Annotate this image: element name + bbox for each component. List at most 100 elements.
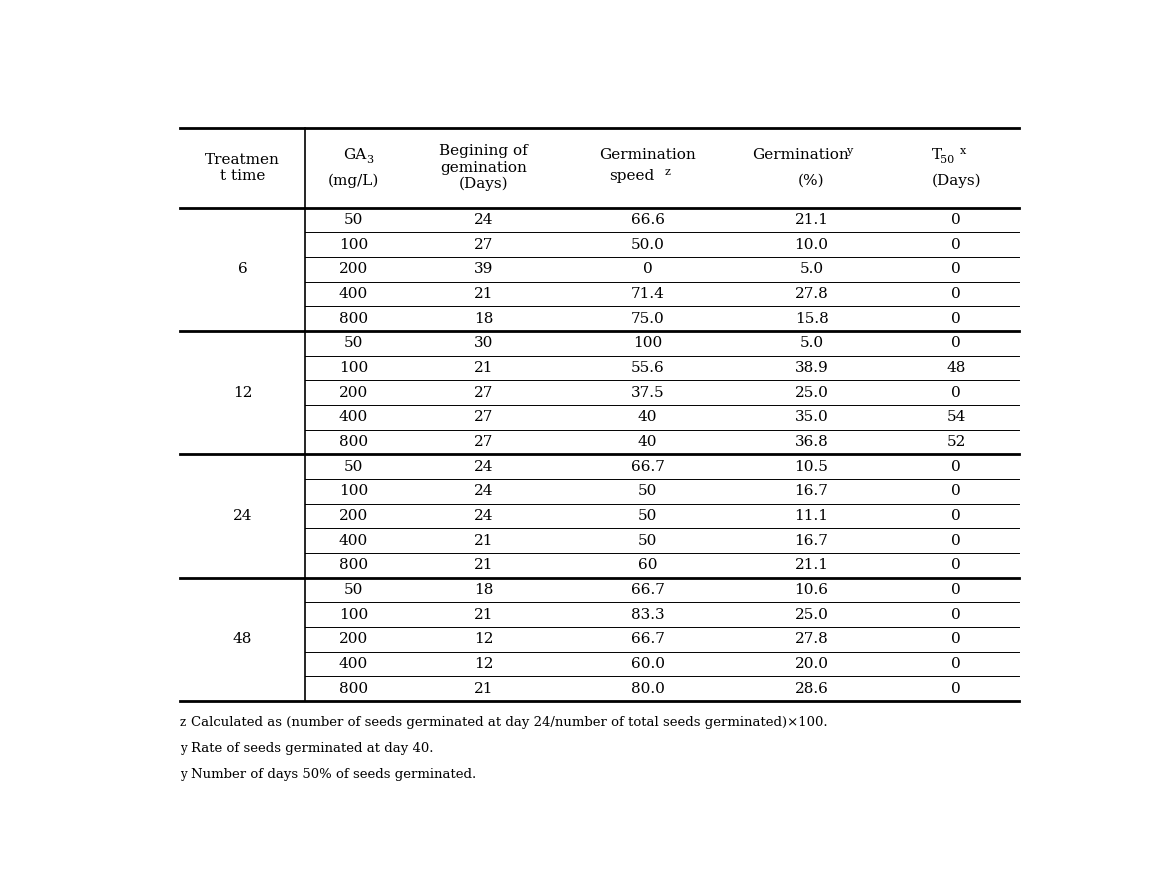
Text: 0: 0 (952, 484, 961, 498)
Text: 0: 0 (952, 657, 961, 671)
Text: 24: 24 (473, 509, 493, 523)
Text: 0: 0 (952, 583, 961, 597)
Text: 24: 24 (233, 509, 252, 523)
Text: 50: 50 (638, 533, 658, 547)
Text: 800: 800 (339, 682, 367, 695)
Text: 66.7: 66.7 (630, 460, 665, 474)
Text: 0: 0 (952, 558, 961, 573)
Text: 66.7: 66.7 (630, 583, 665, 597)
Text: 16.7: 16.7 (795, 533, 828, 547)
Text: 50: 50 (940, 155, 955, 165)
Text: 21: 21 (473, 558, 493, 573)
Text: 15.8: 15.8 (795, 312, 828, 325)
Text: 48: 48 (233, 633, 252, 646)
Text: 200: 200 (339, 385, 367, 400)
Text: 100: 100 (339, 361, 367, 375)
Text: Germination: Germination (599, 149, 696, 162)
Text: 27.8: 27.8 (795, 633, 828, 646)
Text: 38.9: 38.9 (795, 361, 828, 375)
Text: 54: 54 (947, 410, 965, 424)
Text: Number of days 50% of seeds germinated.: Number of days 50% of seeds germinated. (191, 769, 477, 781)
Text: 80.0: 80.0 (630, 682, 665, 695)
Text: 50: 50 (343, 336, 363, 350)
Text: Germination: Germination (752, 149, 849, 162)
Text: 21.1: 21.1 (795, 558, 828, 573)
Text: 24: 24 (473, 484, 493, 498)
Text: 21: 21 (473, 607, 493, 622)
Text: 18: 18 (473, 583, 493, 597)
Text: 48: 48 (947, 361, 965, 375)
Text: 12: 12 (473, 633, 493, 646)
Text: 100: 100 (339, 237, 367, 252)
Text: z: z (665, 167, 670, 177)
Text: T: T (932, 149, 941, 162)
Text: z: z (180, 716, 185, 729)
Text: 800: 800 (339, 558, 367, 573)
Text: 39: 39 (473, 263, 493, 276)
Text: 21: 21 (473, 533, 493, 547)
Text: 200: 200 (339, 633, 367, 646)
Text: GA: GA (342, 149, 366, 162)
Text: 0: 0 (952, 336, 961, 350)
Text: 3: 3 (366, 155, 373, 165)
Text: 60: 60 (638, 558, 658, 573)
Text: 27: 27 (473, 237, 493, 252)
Text: 400: 400 (339, 533, 367, 547)
Text: 16.7: 16.7 (795, 484, 828, 498)
Text: 400: 400 (339, 657, 367, 671)
Text: 36.8: 36.8 (795, 435, 828, 449)
Text: 5.0: 5.0 (799, 263, 824, 276)
Text: 0: 0 (952, 682, 961, 695)
Text: 0: 0 (952, 263, 961, 276)
Text: 5.0: 5.0 (799, 336, 824, 350)
Text: 50: 50 (638, 509, 658, 523)
Text: 66.7: 66.7 (630, 633, 665, 646)
Text: x: x (960, 146, 965, 156)
Text: 12: 12 (233, 385, 252, 400)
Text: 21: 21 (473, 682, 493, 695)
Text: 100: 100 (339, 607, 367, 622)
Text: 0: 0 (952, 509, 961, 523)
Text: 200: 200 (339, 263, 367, 276)
Text: 0: 0 (643, 263, 652, 276)
Text: 400: 400 (339, 287, 367, 301)
Text: 40: 40 (638, 410, 658, 424)
Text: y: y (846, 146, 852, 156)
Text: Rate of seeds germinated at day 40.: Rate of seeds germinated at day 40. (191, 742, 434, 755)
Text: 10.6: 10.6 (795, 583, 828, 597)
Text: 0: 0 (952, 607, 961, 622)
Text: 400: 400 (339, 410, 367, 424)
Text: 30: 30 (473, 336, 493, 350)
Text: 28.6: 28.6 (795, 682, 828, 695)
Text: 50.0: 50.0 (630, 237, 665, 252)
Text: 0: 0 (952, 213, 961, 227)
Text: 100: 100 (339, 484, 367, 498)
Text: 24: 24 (473, 213, 493, 227)
Text: 60.0: 60.0 (630, 657, 665, 671)
Text: 83.3: 83.3 (631, 607, 665, 622)
Text: 71.4: 71.4 (630, 287, 665, 301)
Text: 37.5: 37.5 (631, 385, 665, 400)
Text: Treatmen
t time: Treatmen t time (205, 153, 280, 183)
Text: 50: 50 (343, 460, 363, 474)
Text: 0: 0 (952, 237, 961, 252)
Text: 21: 21 (473, 287, 493, 301)
Text: 10.0: 10.0 (795, 237, 828, 252)
Text: 0: 0 (952, 287, 961, 301)
Text: 0: 0 (952, 533, 961, 547)
Text: 12: 12 (473, 657, 493, 671)
Text: (%): (%) (798, 173, 825, 187)
Text: 27.8: 27.8 (795, 287, 828, 301)
Text: 55.6: 55.6 (630, 361, 665, 375)
Text: 27: 27 (473, 410, 493, 424)
Text: 20.0: 20.0 (795, 657, 828, 671)
Text: (mg/L): (mg/L) (327, 173, 379, 187)
Text: 10.5: 10.5 (795, 460, 828, 474)
Text: 50: 50 (343, 583, 363, 597)
Text: speed: speed (609, 169, 654, 183)
Text: 21.1: 21.1 (795, 213, 828, 227)
Text: 75.0: 75.0 (630, 312, 665, 325)
Text: 6: 6 (237, 263, 248, 276)
Text: 800: 800 (339, 312, 367, 325)
Text: 11.1: 11.1 (795, 509, 828, 523)
